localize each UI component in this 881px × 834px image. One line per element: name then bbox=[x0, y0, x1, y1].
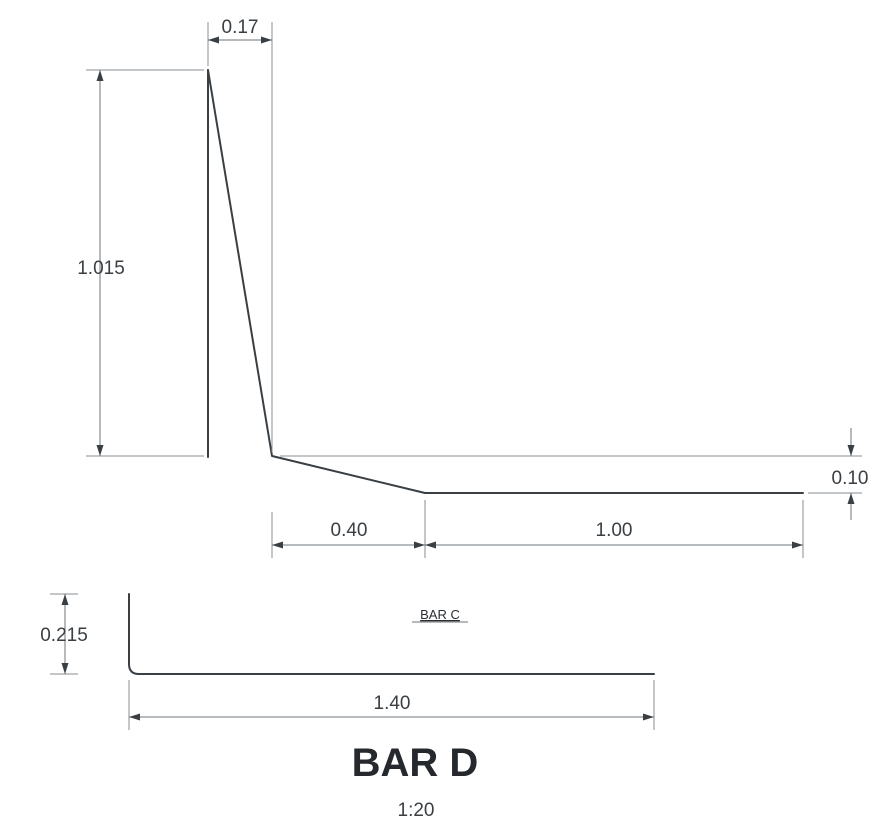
dimension-offset: 0.10 bbox=[280, 428, 868, 520]
dimension-bar-d-length-label: 1.40 bbox=[374, 693, 411, 714]
bar-c-bent-profile bbox=[207, 69, 804, 494]
dimension-top-width-label: 0.17 bbox=[222, 17, 259, 38]
dimension-offset-label: 0.10 bbox=[832, 468, 869, 489]
dimension-height: 1.015 bbox=[77, 69, 204, 457]
dimension-bar-d-height: 0.215 bbox=[40, 593, 88, 675]
dimension-bar-d-length: 1.40 bbox=[128, 680, 655, 730]
bar-d-outline bbox=[128, 593, 655, 675]
drawing-scale: 1:20 bbox=[398, 800, 435, 821]
bar-c-label: BAR C bbox=[420, 607, 460, 622]
dimension-runs: 0.40 1.00 bbox=[271, 500, 804, 558]
dimension-sloped-run-label: 0.40 bbox=[331, 520, 368, 541]
bar-c-outline bbox=[207, 69, 804, 494]
bar-d-title: BAR D bbox=[352, 741, 479, 785]
dimension-flat-run-label: 1.00 bbox=[596, 520, 633, 541]
dimension-bar-d-height-label: 0.215 bbox=[40, 625, 88, 646]
dimension-top-width: 0.17 bbox=[207, 17, 273, 452]
dimension-height-label: 1.015 bbox=[77, 258, 125, 279]
